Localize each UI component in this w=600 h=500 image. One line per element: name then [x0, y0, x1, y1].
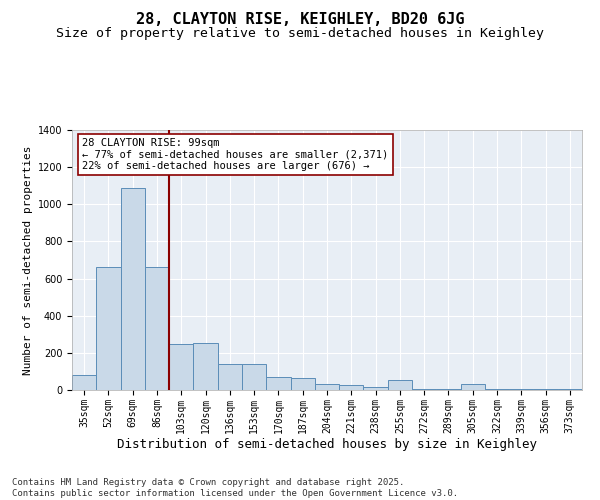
Bar	[461, 384, 485, 390]
Bar	[339, 386, 364, 390]
Bar	[145, 268, 169, 390]
Bar	[364, 387, 388, 390]
Bar	[218, 364, 242, 390]
Text: 28, CLAYTON RISE, KEIGHLEY, BD20 6JG: 28, CLAYTON RISE, KEIGHLEY, BD20 6JG	[136, 12, 464, 28]
X-axis label: Distribution of semi-detached houses by size in Keighley: Distribution of semi-detached houses by …	[117, 438, 537, 452]
Bar	[72, 375, 96, 390]
Bar	[169, 344, 193, 390]
Bar	[412, 389, 436, 390]
Text: 28 CLAYTON RISE: 99sqm
← 77% of semi-detached houses are smaller (2,371)
22% of : 28 CLAYTON RISE: 99sqm ← 77% of semi-det…	[82, 138, 388, 171]
Bar	[533, 389, 558, 390]
Text: Contains HM Land Registry data © Crown copyright and database right 2025.
Contai: Contains HM Land Registry data © Crown c…	[12, 478, 458, 498]
Bar	[315, 384, 339, 390]
Y-axis label: Number of semi-detached properties: Number of semi-detached properties	[23, 145, 34, 375]
Bar	[436, 389, 461, 390]
Bar	[266, 377, 290, 390]
Bar	[290, 378, 315, 390]
Bar	[96, 268, 121, 390]
Bar	[242, 364, 266, 390]
Bar	[558, 389, 582, 390]
Bar	[193, 342, 218, 390]
Bar	[509, 389, 533, 390]
Bar	[121, 188, 145, 390]
Bar	[485, 389, 509, 390]
Text: Size of property relative to semi-detached houses in Keighley: Size of property relative to semi-detach…	[56, 28, 544, 40]
Bar	[388, 380, 412, 390]
